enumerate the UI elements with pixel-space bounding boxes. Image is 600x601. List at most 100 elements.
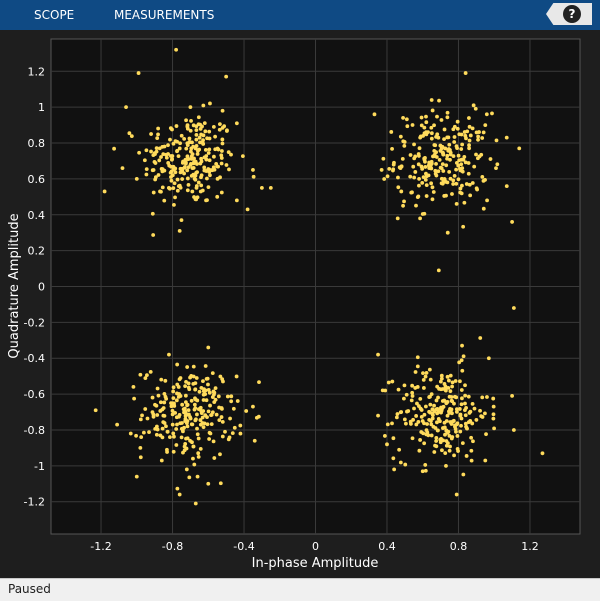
data-point: [199, 175, 203, 180]
data-point: [459, 157, 464, 162]
data-point: [180, 177, 185, 181]
data-point: [458, 166, 462, 171]
tab-measurements[interactable]: MEASUREMENTS: [114, 8, 215, 22]
data-point: [412, 406, 416, 411]
data-point: [432, 143, 437, 147]
data-point: [435, 384, 440, 389]
data-point: [177, 229, 182, 233]
data-point: [193, 406, 198, 411]
data-point: [162, 198, 167, 203]
data-point: [215, 176, 220, 181]
data-point: [171, 141, 176, 146]
data-point: [153, 175, 158, 180]
data-point: [234, 374, 239, 379]
tab-scope[interactable]: SCOPE: [34, 8, 75, 22]
data-point: [434, 435, 439, 440]
data-point: [494, 138, 499, 143]
data-point: [184, 467, 189, 472]
data-point: [450, 380, 455, 385]
data-point: [511, 306, 516, 310]
data-point: [403, 462, 408, 467]
data-point: [154, 403, 159, 408]
data-point: [415, 385, 420, 389]
data-point: [142, 158, 147, 163]
data-point: [195, 398, 200, 403]
data-point: [440, 448, 444, 453]
data-point: [185, 419, 190, 423]
data-point: [440, 162, 445, 167]
data-point: [193, 177, 198, 182]
data-point: [474, 418, 479, 422]
data-point: [418, 438, 422, 442]
data-point: [431, 154, 435, 159]
data-point: [448, 407, 452, 411]
data-point: [423, 463, 428, 467]
data-point: [456, 153, 461, 158]
data-point: [456, 177, 461, 182]
data-point: [476, 156, 480, 161]
data-point: [412, 175, 417, 180]
data-point: [463, 133, 468, 138]
data-point: [429, 433, 434, 438]
data-point: [198, 418, 203, 422]
plot-area: -1.2 -0.8 -0.4 0 0.4 0.8 1.2 -1.2 -1 -0.8 -0.6 -0.4…: [0, 30, 600, 578]
data-point: [390, 421, 394, 426]
data-point: [170, 127, 174, 132]
data-point: [462, 200, 467, 205]
data-point: [220, 141, 225, 146]
data-point: [410, 390, 415, 395]
data-point: [159, 377, 164, 382]
data-point: [219, 161, 224, 166]
data-point: [182, 406, 187, 411]
data-point: [445, 374, 450, 379]
data-point: [447, 411, 452, 415]
y-tick-label: 0.8: [28, 137, 46, 150]
data-point: [434, 161, 438, 166]
data-point: [191, 173, 196, 178]
data-point: [195, 474, 200, 479]
help-icon[interactable]: ?: [563, 5, 581, 23]
data-point: [205, 422, 210, 427]
data-point: [178, 141, 182, 146]
data-point: [206, 382, 210, 387]
data-point: [382, 434, 387, 438]
data-point: [450, 384, 454, 389]
data-point: [238, 431, 243, 436]
data-point: [218, 374, 223, 379]
x-tick-label: 1.2: [521, 540, 539, 553]
data-point: [186, 408, 191, 413]
data-point: [495, 162, 500, 167]
data-point: [444, 443, 449, 448]
data-point: [424, 432, 429, 437]
data-point: [468, 193, 473, 198]
data-point: [471, 439, 475, 444]
data-point: [449, 436, 454, 441]
data-point: [455, 447, 460, 451]
data-point: [421, 377, 426, 382]
data-point: [451, 154, 456, 159]
data-point: [423, 468, 428, 473]
data-point: [392, 467, 397, 472]
data-point: [234, 198, 239, 203]
data-point: [163, 378, 168, 383]
data-point: [161, 152, 166, 157]
data-point: [185, 124, 190, 129]
data-point: [154, 432, 159, 437]
toolstrip: SCOPE MEASUREMENTS ?: [0, 0, 600, 30]
data-point: [435, 428, 440, 433]
y-tick-label: 0.2: [28, 245, 46, 258]
data-point: [491, 396, 496, 401]
data-point: [440, 144, 445, 149]
y-tick-label: 1.2: [28, 65, 46, 78]
data-point: [220, 137, 225, 142]
data-point: [211, 124, 216, 129]
data-point: [416, 152, 421, 156]
data-point: [224, 163, 229, 167]
data-point: [439, 166, 444, 171]
data-point: [196, 454, 201, 459]
data-point: [419, 414, 424, 419]
data-point: [432, 148, 437, 153]
data-point: [410, 383, 415, 388]
data-point: [458, 429, 463, 434]
data-point: [434, 444, 439, 449]
